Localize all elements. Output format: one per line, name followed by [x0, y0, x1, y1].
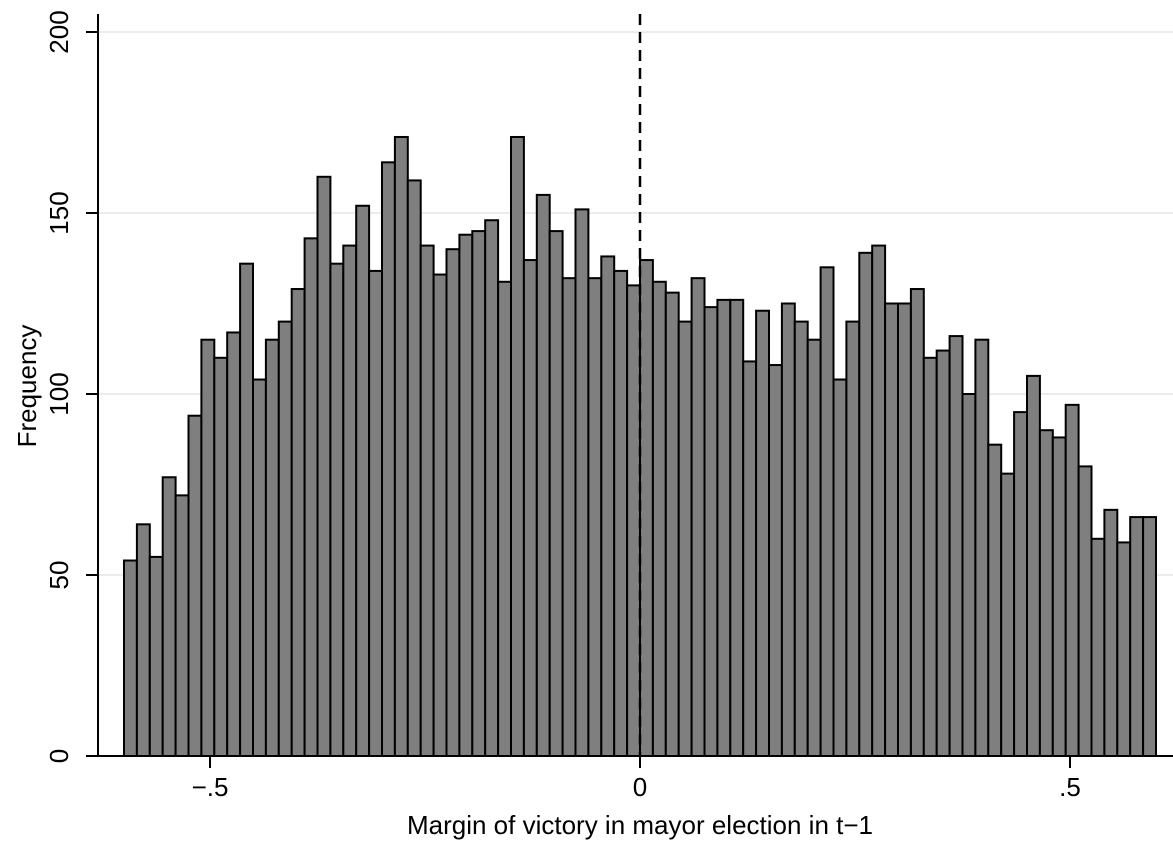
histogram-bar — [445, 248, 461, 757]
histogram-bar — [342, 244, 358, 758]
histogram-bar — [1064, 403, 1080, 757]
histogram-bar — [909, 288, 925, 757]
histogram-bar — [1051, 436, 1067, 757]
histogram-bar — [458, 233, 474, 758]
histogram-bar — [419, 244, 435, 758]
y-tick-label: 100 — [44, 372, 74, 415]
histogram-bar — [393, 135, 409, 758]
histogram-bar — [987, 443, 1003, 757]
histogram-bar — [1116, 541, 1132, 757]
histogram-bar — [664, 291, 680, 757]
histogram-bar — [651, 280, 667, 757]
histogram-bar — [819, 266, 835, 757]
histogram-bar — [329, 262, 345, 757]
histogram-bar — [200, 338, 216, 757]
histogram-bar — [806, 338, 822, 757]
histogram-bar — [703, 306, 719, 757]
histogram-bar — [213, 356, 229, 757]
histogram-bar — [484, 219, 500, 758]
histogram-bar — [780, 302, 796, 757]
y-tick-label: 50 — [44, 561, 74, 590]
histogram-bar — [948, 335, 964, 757]
histogram-bar — [161, 476, 177, 757]
histogram-bar — [174, 494, 190, 757]
histogram-bar — [871, 244, 887, 758]
histogram-bar — [381, 161, 396, 757]
histogram-bar — [729, 298, 745, 757]
histogram-bar — [123, 559, 138, 758]
histogram-bar — [1000, 472, 1016, 757]
histogram-bar — [535, 193, 551, 757]
histogram-bar — [1038, 429, 1054, 757]
histogram-bar — [1103, 508, 1119, 757]
histogram-bar — [716, 298, 732, 757]
histogram-bar — [561, 277, 577, 757]
histogram-bar — [1077, 465, 1093, 757]
histogram-bar — [1026, 374, 1041, 757]
histogram-bar — [432, 273, 448, 757]
histogram-bar — [974, 338, 990, 757]
histogram-bar — [510, 135, 525, 758]
histogram-bar — [368, 269, 384, 757]
histogram-bar — [755, 309, 770, 757]
histogram-bar — [793, 320, 809, 757]
histogram-bar — [626, 284, 641, 757]
histogram-bar — [290, 288, 306, 757]
histogram-bar — [471, 230, 487, 758]
histogram-bar — [600, 255, 616, 757]
histogram-bar — [548, 230, 564, 758]
histogram-bar — [1129, 516, 1145, 758]
histogram-bar — [639, 259, 654, 757]
histogram-bar — [613, 269, 629, 757]
x-tick-label: .5 — [1059, 772, 1081, 802]
axes — [97, 14, 1173, 757]
histogram-bar — [574, 208, 590, 757]
histogram-bar — [677, 320, 693, 757]
x-tick-label: 0 — [633, 772, 647, 802]
y-tick-label: 200 — [44, 10, 74, 53]
histogram-bar — [316, 175, 332, 758]
histogram-bar — [935, 349, 951, 757]
histogram-bar — [858, 251, 874, 757]
histogram-bar — [226, 331, 242, 757]
y-tick-label: 150 — [44, 191, 74, 234]
ticks: 0 50 100 150 200 −.5 0 .5 — [44, 10, 1081, 802]
histogram-bar — [277, 320, 293, 757]
histogram-bar — [897, 302, 912, 757]
y-tick-label: 0 — [44, 749, 74, 763]
histogram-bar — [355, 204, 371, 757]
histogram-bar — [961, 393, 977, 757]
histogram-bar — [768, 364, 783, 757]
histogram-bar — [148, 555, 164, 758]
histogram-bar — [1090, 537, 1106, 757]
histogram-bar — [239, 262, 255, 757]
histogram-bar — [832, 378, 848, 757]
histogram-bar — [187, 414, 203, 757]
histogram-bar — [252, 378, 267, 757]
histogram-bar — [264, 338, 280, 757]
x-tick-label: −.5 — [192, 772, 229, 802]
histogram-bar — [1013, 411, 1028, 757]
histogram-bar — [845, 320, 861, 757]
x-axis-title: Margin of victory in mayor election in t… — [407, 810, 873, 840]
y-axis-title: Frequency — [12, 325, 42, 448]
histogram-bar — [1142, 516, 1157, 758]
histogram-bar — [406, 179, 422, 758]
histogram-bar — [303, 237, 319, 757]
histogram-bar — [922, 356, 938, 757]
histogram-bar — [690, 277, 706, 757]
histogram-bar — [587, 277, 603, 757]
histogram-bar — [884, 302, 899, 757]
histogram-bar — [522, 259, 538, 757]
histogram-bar — [497, 280, 513, 757]
histogram-bar — [742, 360, 758, 757]
histogram-bar — [135, 523, 151, 757]
